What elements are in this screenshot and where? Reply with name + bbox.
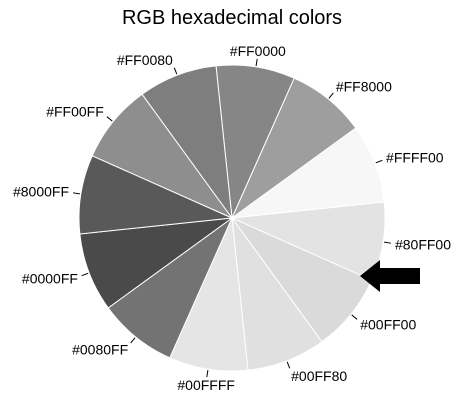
slice-label-8000ff: #8000FF (13, 184, 69, 200)
slice-label-ffff00: #FFFF00 (386, 149, 444, 165)
leader-line-0080ff (130, 337, 136, 344)
slice-label-ff8000: #FF8000 (336, 79, 392, 95)
slice-label-00ff80: #00FF80 (291, 368, 347, 384)
leader-line-0000ff (81, 272, 89, 277)
leader-line-ff0000 (255, 58, 258, 66)
leader-line-ffff00 (375, 159, 383, 164)
leader-line-ff8000 (328, 92, 334, 99)
annotation-arrow-icon (360, 260, 420, 292)
slice-label-80ff00: #80FF00 (395, 236, 451, 252)
slice-label-ff0080: #FF0080 (117, 52, 173, 68)
leader-line-00ff00 (351, 314, 358, 320)
slice-label-00ff00: #00FF00 (360, 316, 416, 332)
pie-slice-ff0080 (141, 65, 233, 220)
slice-label-ff0000: #FF0000 (230, 43, 286, 59)
leader-line-ff0080 (173, 67, 178, 75)
leader-line-ff00ff (106, 116, 113, 122)
slice-label-ff00ff: #FF00FF (46, 104, 104, 120)
slice-label-00ffff: #00FFFF (177, 377, 235, 393)
leader-line-00ffff (206, 370, 209, 378)
slice-label-0000ff: #0000FF (22, 271, 78, 287)
leader-line-8000ff (72, 192, 80, 195)
leader-line-80ff00 (384, 241, 392, 244)
slice-label-0080ff: #0080FF (72, 341, 128, 357)
chart-title: RGB hexadecimal colors (121, 7, 343, 29)
leader-line-00ff80 (286, 361, 291, 369)
